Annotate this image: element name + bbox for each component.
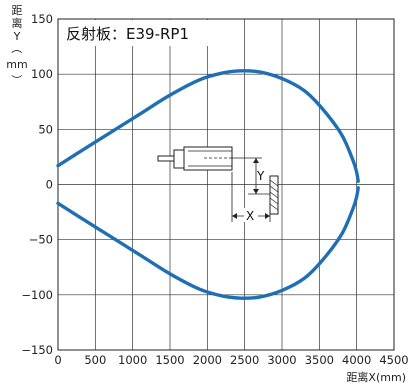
sensor-reflector-diagram: Y X — [157, 146, 279, 223]
y-tick-label: −150 — [21, 343, 53, 357]
tick-labels: 0 500 1000 1500 2000 2500 3000 3500 4000 45001501… — [21, 12, 408, 367]
x-axis-title: 距离X(mm) — [346, 370, 406, 383]
y-axis-title: 距离Y（ mm ） — [6, 4, 27, 86]
y-tick-label: 50 — [38, 122, 53, 136]
lower-boundary-curve — [56, 186, 360, 300]
x-tick-label: 4500 — [379, 353, 408, 367]
y-tick-label: 150 — [31, 12, 53, 26]
upper-boundary-curve — [56, 69, 360, 183]
x-tick-label: 500 — [84, 353, 106, 367]
diagram-y-label: Y — [256, 169, 265, 183]
sensor-cable — [157, 155, 176, 162]
reflector-hatch — [269, 185, 279, 193]
y-axis-title-char: ） — [10, 75, 23, 86]
reflector-hatch — [269, 179, 279, 187]
reflector-hatch — [269, 197, 279, 205]
x-tick-label: 1000 — [118, 353, 147, 367]
y-axis-title-char: mm — [6, 58, 27, 71]
y-arrow-down — [253, 189, 259, 194]
x-tick-label: 2500 — [230, 353, 259, 367]
y-axis-title-char: （ — [10, 43, 23, 54]
title-box — [59, 20, 219, 46]
x-arrow-left — [232, 213, 237, 219]
grid-lines — [58, 19, 394, 350]
x-tick-label: 3000 — [267, 353, 296, 367]
chart-title: 反射板：E39-RP1 — [66, 25, 189, 43]
diagram-x-label: X — [246, 209, 254, 223]
x-tick-label: 1500 — [155, 353, 184, 367]
x-tick-label: 4000 — [342, 353, 371, 367]
x-tick-label: 3500 — [305, 353, 334, 367]
y-axis-title-char: Y — [13, 30, 21, 43]
y-arrow-up — [253, 158, 259, 163]
x-label-backdrop — [244, 208, 258, 222]
x-arrow-right — [265, 213, 270, 219]
y-tick-label: 0 — [46, 178, 53, 192]
y-tick-label: 100 — [31, 67, 53, 81]
x-tick-label: 2000 — [193, 353, 222, 367]
y-axis-title-char: 离 — [12, 16, 23, 30]
reflector-hatch — [269, 203, 279, 211]
sensor-nut — [173, 149, 185, 169]
series-layer — [56, 69, 360, 300]
y-axis-title-char: 距 — [12, 4, 23, 17]
x-tick-label: 0 — [54, 353, 61, 367]
reflector-hatch — [269, 191, 279, 199]
y-tick-label: −50 — [29, 233, 53, 247]
y-tick-label: −100 — [21, 288, 53, 302]
plot-frame — [57, 18, 395, 351]
sensor-body — [183, 146, 233, 171]
